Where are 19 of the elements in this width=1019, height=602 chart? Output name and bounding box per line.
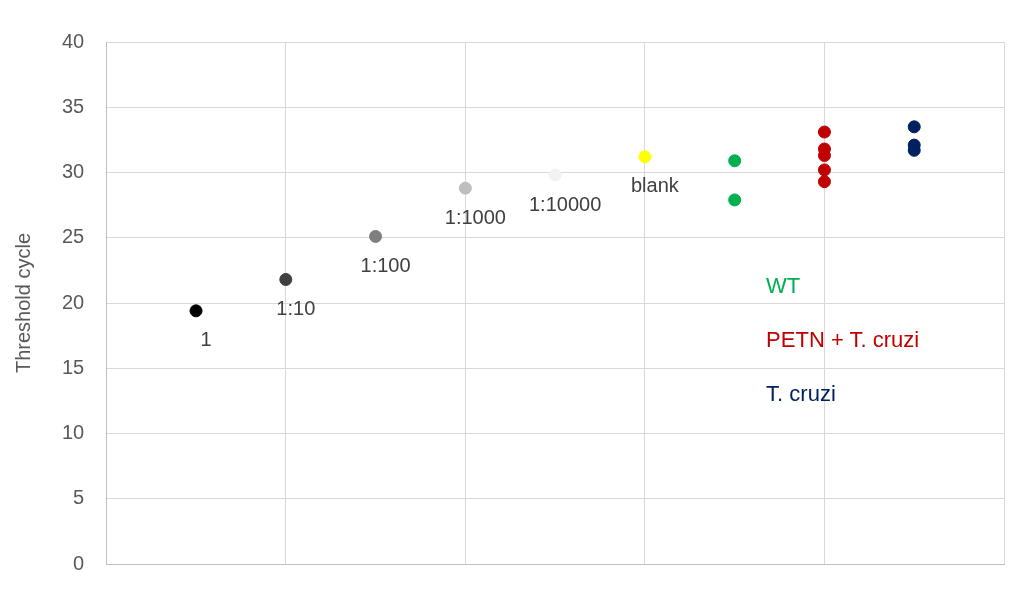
y-tick-label: 10 [62, 421, 85, 444]
annotation: 1:10000 [528, 192, 602, 215]
annotation: blank [630, 174, 680, 197]
y-tick-label: 40 [62, 29, 85, 52]
annotation: 1 [200, 328, 212, 351]
y-tick-label: 5 [73, 486, 85, 509]
text: T. cruzi [766, 381, 836, 407]
text: WT [766, 273, 801, 299]
y-tick-label: 35 [62, 94, 85, 117]
y-axis-title: Threshold cycle [11, 232, 34, 374]
y-tick-label: 15 [62, 355, 85, 378]
y-tick-label: 0 [73, 551, 85, 574]
y-tick-label: 30 [62, 160, 85, 183]
y-tick-label: 25 [62, 225, 85, 248]
annotation: 1:100 [360, 253, 411, 276]
y-tick-label: 20 [62, 290, 85, 313]
annotation: 1:10 [276, 297, 316, 320]
text: PETN + T. cruzi [766, 327, 920, 353]
annotation: 1:1000 [444, 205, 506, 228]
